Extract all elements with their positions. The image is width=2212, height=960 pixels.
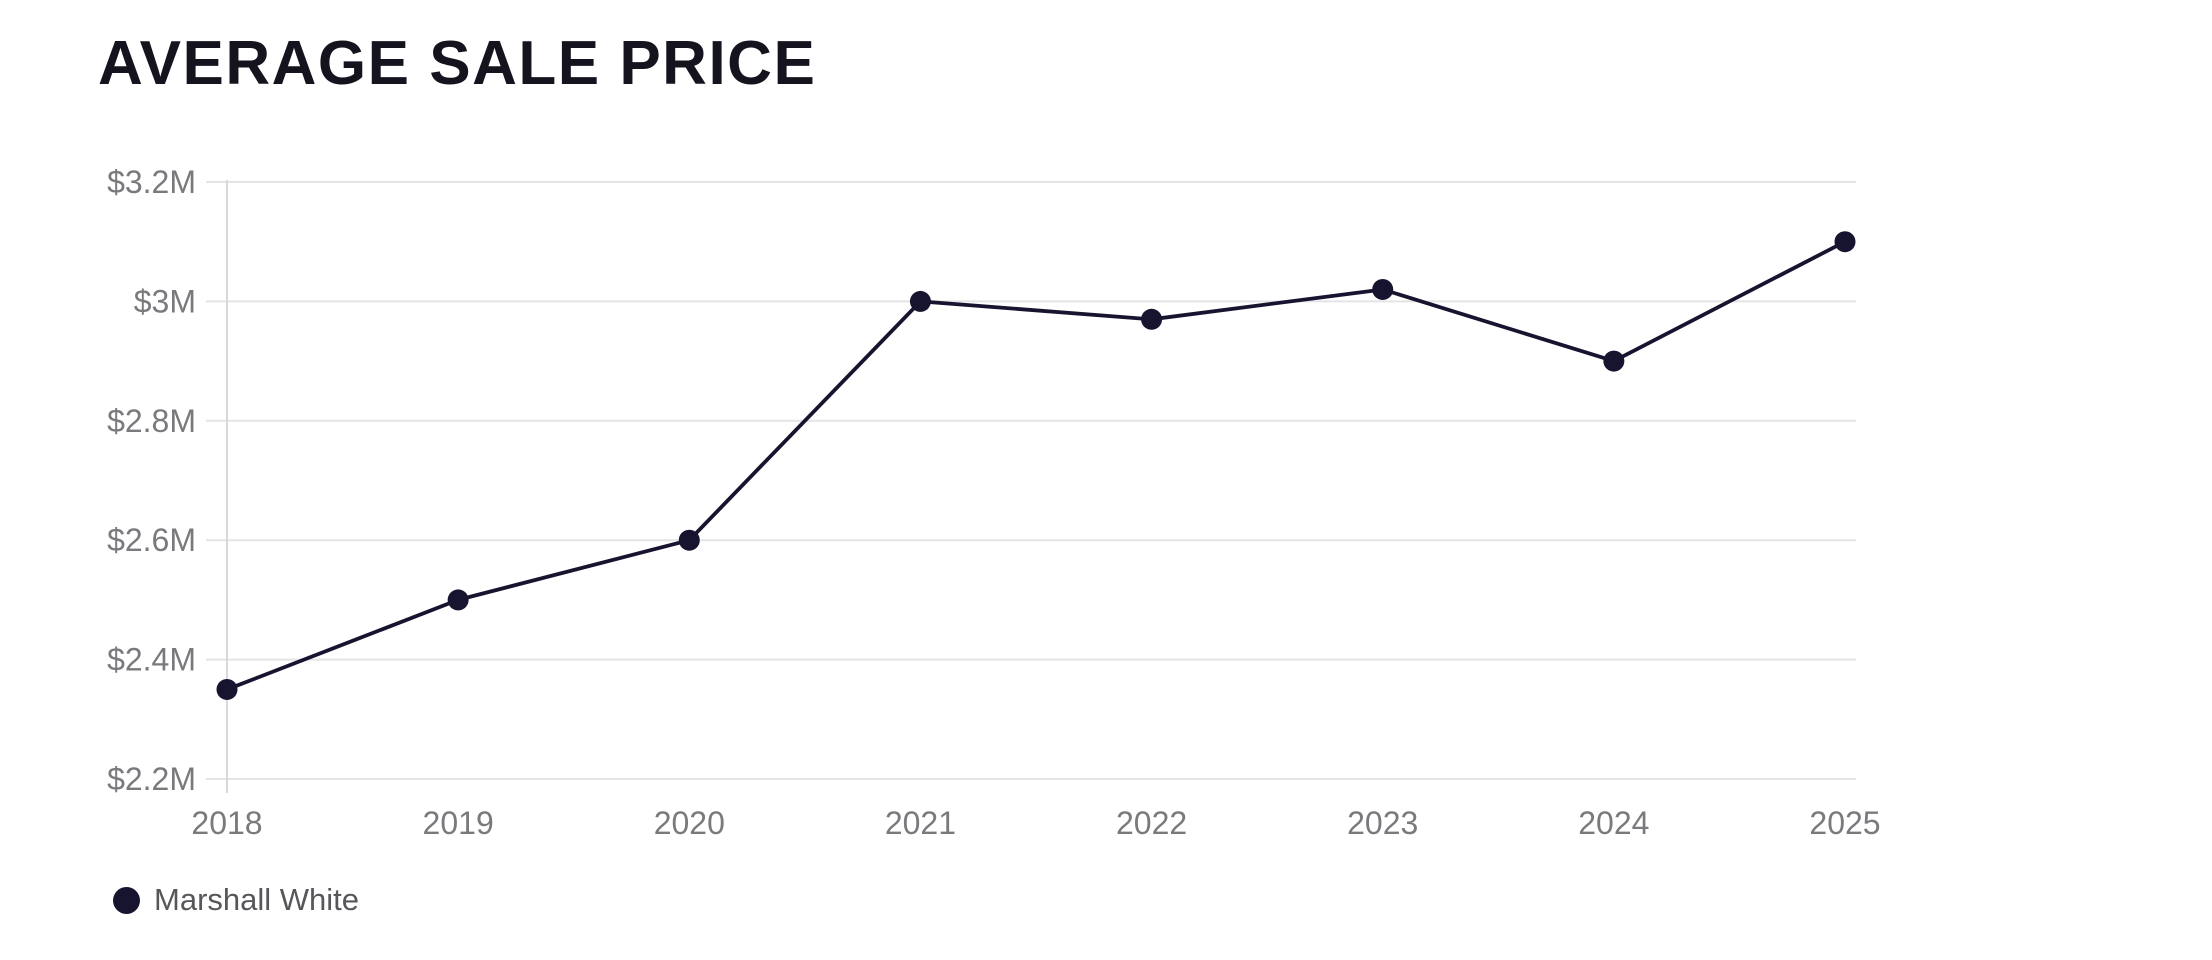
data-point-2019[interactable] [447,589,469,611]
legend-label: Marshall White [154,882,359,917]
y-tick-label-$3M: $3M [134,283,196,319]
data-point-2023[interactable] [1372,278,1394,300]
chart-title: AVERAGE SALE PRICE [98,29,817,98]
data-point-2025[interactable] [1834,231,1856,253]
y-tick-label-$2.4M: $2.4M [107,642,196,678]
x-tick-label-2024: 2024 [1578,805,1649,841]
legend: Marshall White [113,882,359,918]
data-point-2022[interactable] [1141,308,1163,330]
data-point-2018[interactable] [216,678,238,700]
y-tick-label-$2.8M: $2.8M [107,403,196,439]
legend-marker-dot [113,886,140,914]
series-line-marshall-white [225,239,1847,692]
x-tick-label-2025: 2025 [1809,805,1880,841]
data-point-2021[interactable] [909,290,931,312]
x-tick-label-2023: 2023 [1347,805,1418,841]
y-tick-label-$2.2M: $2.2M [107,761,196,797]
x-tick-label-2021: 2021 [885,805,956,841]
x-tick-label-2019: 2019 [423,805,494,841]
x-tick-label-2022: 2022 [1116,805,1187,841]
data-point-2020[interactable] [678,529,700,551]
x-tick-label-2020: 2020 [654,805,725,841]
y-tick-label-$2.6M: $2.6M [107,522,196,558]
data-point-2024[interactable] [1603,350,1625,372]
legend-item-marshall-white[interactable]: Marshall White [113,882,359,918]
x-tick-label-2018: 2018 [191,805,262,841]
y-tick-label-$3.2M: $3.2M [107,164,196,200]
